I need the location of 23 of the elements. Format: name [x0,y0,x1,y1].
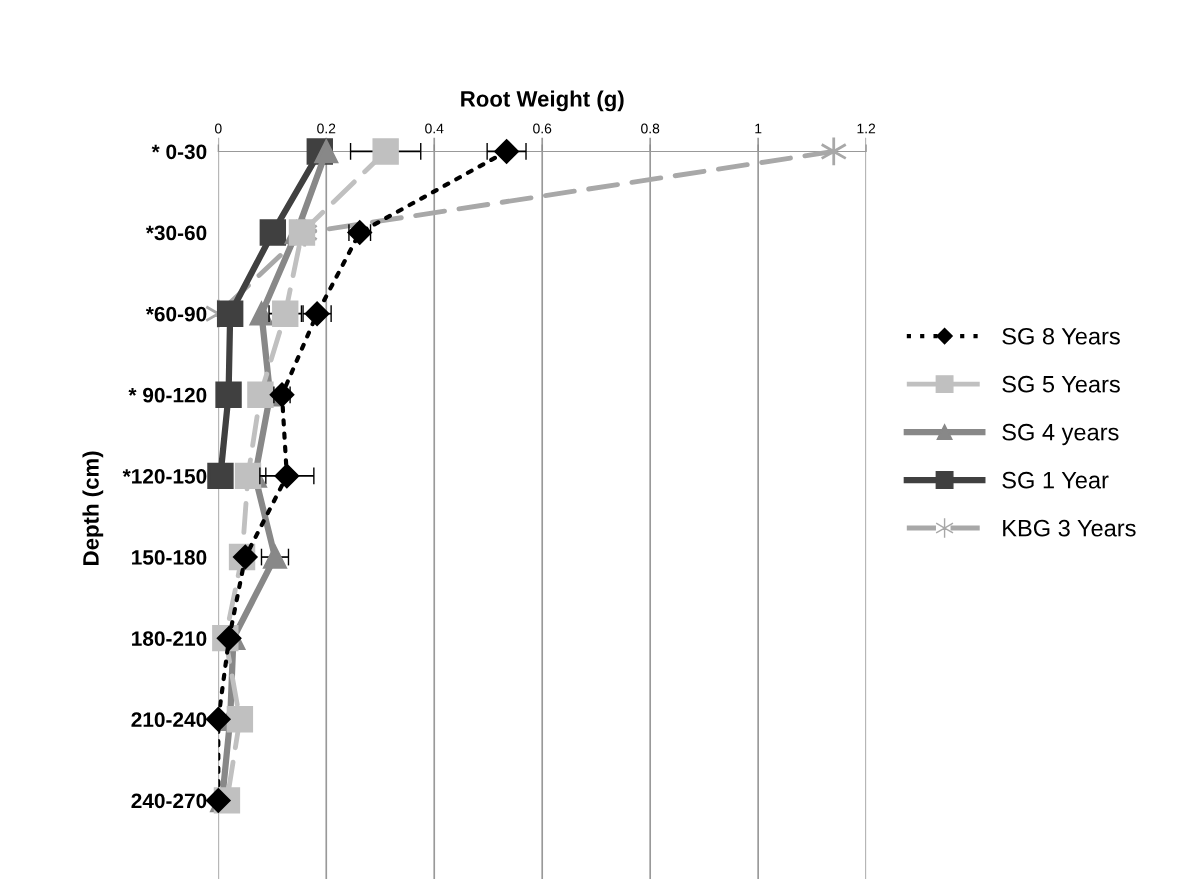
y-axis-title: Depth (cm) [82,451,104,565]
y-tick-label: 210-240 [131,712,207,728]
x-axis-title: Root Weight (g) [461,90,624,112]
y-tick-label: 150-180 [132,550,207,565]
x-tick-label: 1 [755,123,762,134]
x-tick-label: 1.2 [857,123,876,134]
legend-label: SG 1 Year [1002,471,1109,489]
y-tick-label: *60-90 [145,306,207,322]
y-tick-label: *120-150 [122,468,207,484]
y-tick-label: 180-210 [132,631,207,646]
x-tick-label: 0.2 [317,123,336,134]
legend-label: SG 4 years [1002,423,1119,446]
legend-label: KBG 3 Years [1003,519,1136,537]
x-tick-label: 0.4 [425,123,444,134]
x-tick-label: 0 [214,123,222,134]
legend-label: SG 8 Years [1002,327,1120,345]
y-tick-label: *30-60 [145,225,207,241]
x-tick-label: 0.6 [533,123,552,134]
x-tick-label: 0.8 [641,123,660,134]
legend-label: SG 5 Years [1002,375,1120,393]
y-tick-label: * 90-120 [128,387,207,403]
y-tick-label: * 0-30 [151,144,207,160]
y-tick-label: 240-270 [131,793,207,809]
